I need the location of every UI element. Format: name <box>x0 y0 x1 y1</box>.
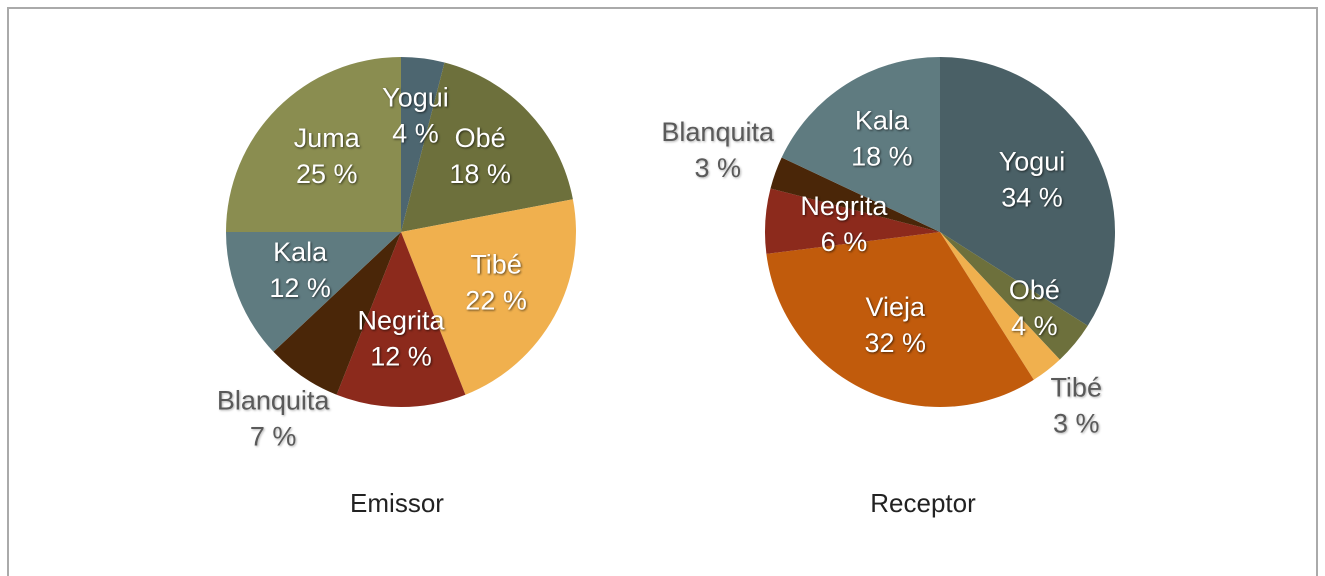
pie-slice <box>781 56 940 232</box>
slice-name: Yogui <box>999 147 1066 177</box>
slice-value-label: 4 % <box>392 119 439 149</box>
pie-slice <box>401 57 445 232</box>
slice-value-label: 18 % <box>449 159 511 189</box>
chart-title: Receptor <box>870 488 976 518</box>
pie-slice <box>226 57 401 232</box>
slice-value-label: 7 % <box>250 421 297 451</box>
chart-title: Emissor <box>350 488 444 518</box>
slice-value-label: 3 % <box>1053 409 1100 439</box>
pie-slice <box>940 57 1115 326</box>
slice-value-label: 3 % <box>694 153 741 183</box>
slice-name: Obé <box>455 123 506 153</box>
slice-value-label: 6 % <box>821 227 868 257</box>
slice-value-label: 4 % <box>1011 311 1058 341</box>
frame <box>7 7 1318 576</box>
slice-value-label: 12 % <box>370 342 432 372</box>
slice-name: Yogui <box>382 83 449 113</box>
pie-slice <box>765 188 940 254</box>
pie-slice <box>940 232 1060 380</box>
slice-value-label: 22 % <box>465 285 527 315</box>
slice-name: Tibé <box>1050 373 1102 403</box>
slice-name: Obé <box>1009 275 1060 305</box>
slice-name: Vieja <box>866 292 927 322</box>
pie-slice <box>226 232 401 352</box>
pie-slice <box>336 232 466 407</box>
pie-slice <box>770 157 940 232</box>
pie-slice <box>401 199 576 395</box>
slice-value-label: 34 % <box>1001 183 1063 213</box>
slice-name: Blanquita <box>661 117 775 147</box>
slice-name: Juma <box>294 123 361 153</box>
slice-value-label: 18 % <box>851 142 913 172</box>
slice-name: Kala <box>855 106 910 136</box>
slice-name: Negrita <box>357 306 445 336</box>
pie-slice <box>766 232 1034 407</box>
pie-slice <box>401 62 573 232</box>
slice-name: Kala <box>273 237 328 267</box>
slice-value-label: 32 % <box>865 328 927 358</box>
slice-name: Negrita <box>800 191 888 221</box>
pie-slice <box>273 232 401 395</box>
pie-slice <box>940 232 1088 360</box>
slice-name: Blanquita <box>217 385 331 415</box>
slice-value-label: 25 % <box>296 159 358 189</box>
slice-name: Tibé <box>470 249 522 279</box>
slice-value-label: 12 % <box>269 273 331 303</box>
